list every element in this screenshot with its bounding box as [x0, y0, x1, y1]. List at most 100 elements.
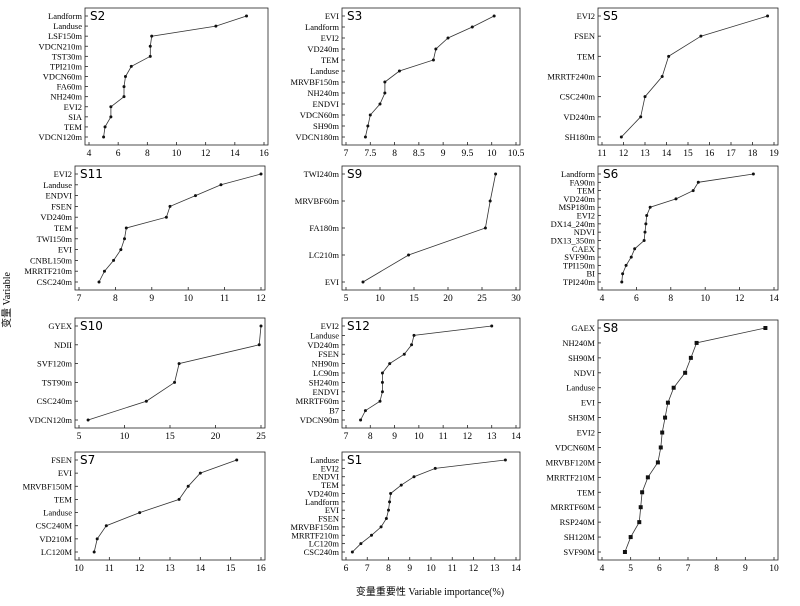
panel-s6-xtick-label: 12 — [735, 294, 745, 304]
panel-s5-xtick-label: 18 — [748, 149, 758, 159]
panel-s6-xtick-label: 10 — [700, 294, 710, 304]
panel-s9-ytick-label: MRVBF60m — [295, 196, 340, 206]
panel-s8-ytick-label: EVI2 — [577, 428, 595, 438]
panel-s5-xtick-label: 14 — [662, 149, 672, 159]
panel-s12-data-point — [490, 325, 493, 328]
panel-s5-ytick-label: TEM — [577, 51, 595, 61]
panel-s8-xtick-label: 10 — [769, 564, 779, 574]
panel-s8-data-point — [640, 490, 644, 494]
panel-s12-data-point — [381, 381, 384, 384]
panel-s1-series-line — [352, 460, 505, 552]
panel-s6-data-point — [620, 281, 623, 284]
panel-s12-xtick-label: 8 — [368, 432, 373, 442]
panel-s11-data-point — [194, 194, 197, 197]
panel-s5-ytick-label: VD240m — [563, 112, 595, 122]
panel-s10-xtick-label: 25 — [256, 432, 266, 442]
panel-s5-data-point — [639, 115, 642, 118]
panel-s1-ytick-label: CSC240m — [304, 547, 340, 557]
panel-s1-xtick-label: 6 — [344, 564, 349, 574]
panel-s5-xtick-label: 15 — [683, 149, 693, 159]
panel-s3-ytick-label: VDCN180m — [296, 132, 340, 142]
panel-s10-data-point — [258, 343, 261, 346]
panel-s12-xtick-label: 14 — [511, 432, 521, 442]
panel-s11-ytick-label: TWI150m — [37, 234, 73, 244]
panel-s12-data-point — [413, 334, 416, 337]
panel-s7-xtick-label: 12 — [135, 564, 145, 574]
panel-s12-data-point — [379, 400, 382, 403]
panel-s10-ytick-label: SVF120m — [37, 359, 72, 369]
panel-s10-xtick-label: 10 — [120, 432, 130, 442]
panel-s10-xtick-label: 20 — [211, 432, 221, 442]
panel-s7-ytick-label: TEM — [54, 494, 72, 504]
panel-s8-data-point — [629, 535, 633, 539]
panel-s7-data-point — [96, 537, 99, 540]
panel-s8-ytick-label: SH90M — [568, 353, 595, 363]
panel-s3-data-point — [432, 59, 435, 62]
panel-s3-xtick-label: 10.5 — [508, 149, 525, 159]
panel-s6-data-point — [649, 206, 652, 209]
panel-s8-data-point — [666, 401, 670, 405]
panel-s2-ytick-label: TPI210m — [50, 61, 83, 71]
panel-s6-ytick-label: TPI240m — [563, 277, 596, 287]
panel-s3-data-point — [383, 81, 386, 84]
panel-s1-data-point — [400, 484, 403, 487]
panel-s8-frame — [598, 320, 778, 560]
panel-s8-series-line — [625, 328, 766, 552]
panel-s10-data-point — [87, 419, 90, 422]
panel-s3-ytick-label: EVI2 — [321, 33, 339, 43]
panel-s7-data-point — [199, 472, 202, 475]
panel-s11-data-point — [98, 281, 101, 284]
panel-s5-ytick-label: SH180m — [565, 132, 596, 142]
panel-s3-frame — [342, 8, 520, 145]
panel-s12-xtick-label: 9 — [392, 432, 397, 442]
panel-s5-ytick-label: CSC240m — [560, 92, 596, 102]
panel-s7-data-point — [138, 511, 141, 514]
panel-s11-data-point — [169, 205, 172, 208]
panel-s3-data-point — [398, 70, 401, 73]
panel-s5-xtick-label: 13 — [640, 149, 650, 159]
panel-s2-xtick-label: 10 — [172, 149, 182, 159]
panel-s9-data-point — [407, 254, 410, 257]
panel-s2-xtick-label: 8 — [145, 149, 150, 159]
panel-s8-title: S8 — [603, 321, 618, 335]
panel-s10-series-line — [88, 326, 261, 420]
panel-s8-xtick-label: 4 — [600, 564, 605, 574]
panel-s7-ytick-label: VD210M — [39, 534, 72, 544]
panel-s2-data-point — [123, 95, 126, 98]
panel-s2-data-point — [149, 45, 152, 48]
panel-s5-xtick-label: 16 — [705, 149, 715, 159]
panel-s7-data-point — [93, 551, 96, 554]
panel-s2-ytick-label: Landform — [48, 11, 82, 21]
panel-s9-ytick-label: EVI — [325, 277, 339, 287]
panel-s11-data-point — [123, 237, 126, 240]
panel-s12-title: S12 — [347, 319, 370, 333]
panel-s6-data-point — [674, 197, 677, 200]
panel-s9-xtick-label: 20 — [443, 294, 453, 304]
panel-s9-ytick-label: FA180m — [309, 223, 339, 233]
panel-s5-data-point — [766, 15, 769, 18]
panel-s2-title: S2 — [90, 9, 105, 23]
panel-s5-xtick-label: 11 — [597, 149, 606, 159]
panel-s11-ytick-label: TEM — [54, 223, 72, 233]
panel-s11-data-point — [219, 183, 222, 186]
panel-s2-frame — [85, 8, 268, 145]
panel-s3-data-point — [434, 48, 437, 51]
panel-s6-xtick-label: 6 — [634, 294, 639, 304]
panel-s10-title: S10 — [80, 319, 103, 333]
panel-s7-ytick-label: LC120M — [41, 547, 73, 557]
panel-s3-data-point — [366, 125, 369, 128]
panel-s1-xtick-label: 7 — [365, 564, 370, 574]
panel-s11-data-point — [260, 173, 263, 176]
panel-s12-data-point — [381, 372, 384, 375]
panel-s5-ytick-label: FSEN — [574, 31, 595, 41]
panel-s3-xtick-label: 8.5 — [413, 149, 425, 159]
panel-s9-xtick-label: 25 — [477, 294, 487, 304]
panel-s12-data-point — [381, 390, 384, 393]
panel-s3-ytick-label: Landform — [305, 22, 339, 32]
panel-s8-xtick-label: 8 — [714, 564, 719, 574]
panel-s12-series-line — [361, 326, 492, 420]
panel-s7-xtick-label: 15 — [226, 564, 236, 574]
panel-s7-xtick-label: 10 — [74, 564, 84, 574]
panel-s3-ytick-label: ENDVI — [313, 99, 340, 109]
panel-s7-ytick-label: CSC240M — [36, 521, 73, 531]
